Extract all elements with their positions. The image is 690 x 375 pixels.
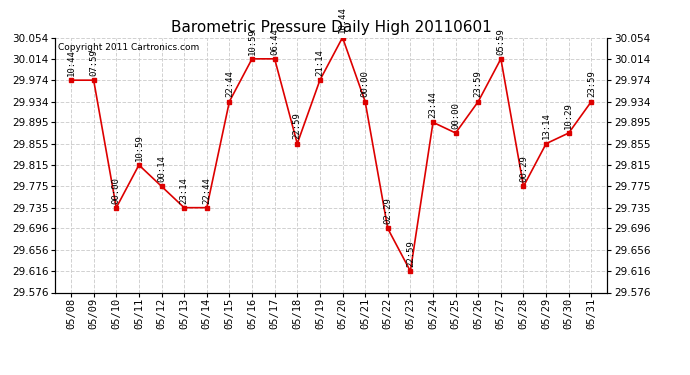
Text: 06:44: 06:44 (270, 28, 279, 55)
Text: 22:59: 22:59 (406, 240, 415, 267)
Text: 23:59: 23:59 (474, 70, 483, 98)
Text: 22:59: 22:59 (293, 112, 302, 140)
Text: 00:00: 00:00 (361, 70, 370, 98)
Text: 22:44: 22:44 (202, 177, 211, 204)
Text: 05:59: 05:59 (496, 28, 505, 55)
Text: 00:00: 00:00 (112, 177, 121, 204)
Text: 10:59: 10:59 (248, 28, 257, 55)
Text: 00:00: 00:00 (451, 102, 460, 129)
Text: 10:44: 10:44 (66, 49, 75, 76)
Text: 10:59: 10:59 (135, 134, 144, 161)
Title: Barometric Pressure Daily High 20110601: Barometric Pressure Daily High 20110601 (171, 20, 491, 35)
Text: 10:29: 10:29 (564, 102, 573, 129)
Text: 23:14: 23:14 (179, 177, 188, 204)
Text: 10:44: 10:44 (338, 6, 347, 33)
Text: 00:29: 00:29 (519, 155, 528, 182)
Text: 13:14: 13:14 (542, 112, 551, 140)
Text: Copyright 2011 Cartronics.com: Copyright 2011 Cartronics.com (58, 43, 199, 52)
Text: 23:44: 23:44 (428, 91, 437, 118)
Text: 23:59: 23:59 (587, 70, 596, 98)
Text: 02:29: 02:29 (383, 198, 392, 224)
Text: 00:14: 00:14 (157, 155, 166, 182)
Text: 21:14: 21:14 (315, 49, 324, 76)
Text: 07:59: 07:59 (89, 49, 98, 76)
Text: 22:44: 22:44 (225, 70, 234, 98)
